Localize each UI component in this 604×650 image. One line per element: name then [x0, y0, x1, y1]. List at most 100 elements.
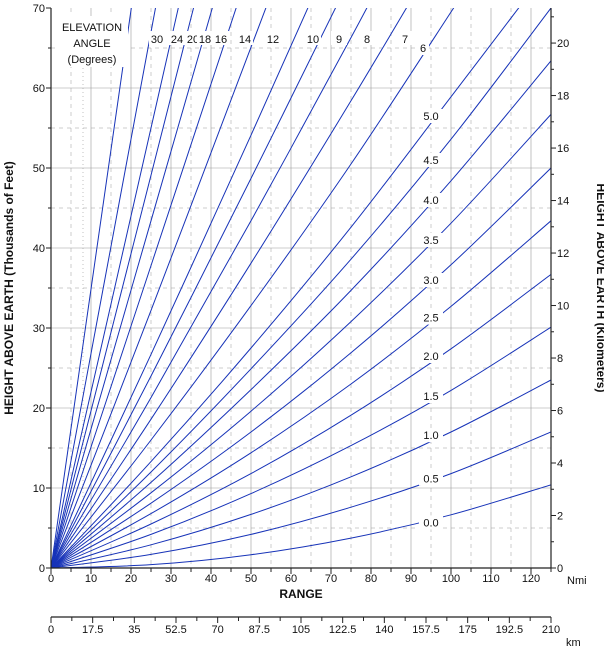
- curve-label-30: 30: [151, 34, 163, 46]
- km-tick-label: 122.5: [329, 624, 357, 636]
- left-tick-label: 70: [33, 3, 45, 15]
- km-tick-label: 87.5: [249, 624, 270, 636]
- left-tick-label: 30: [33, 323, 45, 335]
- km-axis: 0 17.5 35 52.5 70 87.5 105 122.5 140 157.5 175 192.…: [48, 616, 560, 636]
- right-tick-label: 4: [557, 458, 563, 470]
- curve-label-bg: [417, 41, 429, 55]
- curve-label-10: 10: [307, 34, 319, 46]
- elevation-curves: [51, 8, 551, 568]
- elevation-curve-1.0: [51, 379, 551, 568]
- right-tick-label: 2: [557, 511, 563, 523]
- right-tick-label: 18: [557, 91, 569, 103]
- elevation-curve-3.0: [51, 167, 551, 568]
- x-tick-label: 80: [365, 573, 377, 585]
- left-tick-label: 60: [33, 83, 45, 95]
- curve-label-bg: [419, 273, 443, 287]
- curve-label-9: 9: [336, 34, 342, 46]
- right-axis-title: HEIGHT ABOVE EARTH (Kilometers): [594, 184, 604, 393]
- curve-label-14: 14: [239, 34, 251, 46]
- km-tick-label: 35: [128, 624, 140, 636]
- x-tick-label: 120: [522, 573, 540, 585]
- x-tick-label: 10: [85, 573, 97, 585]
- right-axis-ticks: 0 2 4 6 8 10 12 14 16 18 20: [551, 16, 569, 575]
- curve-label-bg: [237, 31, 253, 45]
- curve-label-4.5: 4.5: [423, 155, 438, 167]
- x-tick-label: 90: [405, 573, 417, 585]
- curve-label-0.5: 0.5: [423, 473, 438, 485]
- curve-label-bg: [305, 31, 321, 45]
- curve-label-bg: [213, 31, 229, 45]
- left-axis-ticks: 0 10 20 30 40 50 60 70: [33, 3, 51, 575]
- curve-label-3.5: 3.5: [423, 235, 438, 247]
- left-tick-label: 0: [39, 563, 45, 575]
- left-tick-label: 50: [33, 163, 45, 175]
- km-tick-label: 52.5: [165, 624, 186, 636]
- km-tick-label: 140: [375, 624, 393, 636]
- x-tick-label: 50: [245, 573, 257, 585]
- km-tick-label: 17.5: [82, 624, 103, 636]
- elevation-curve-16: [51, 8, 213, 568]
- curve-label-bg: [419, 471, 443, 486]
- curve-label-bg: [331, 31, 347, 45]
- curve-label-bg: [419, 109, 443, 123]
- curve-label-bg: [419, 193, 443, 207]
- elevation-curve-3.5: [51, 114, 551, 568]
- curve-label-18: 18: [199, 34, 211, 46]
- curve-label-20: 20: [187, 34, 199, 46]
- curve-label-bg: [359, 31, 375, 45]
- curve-label-16: 16: [215, 34, 227, 46]
- x-tick-label: 30: [165, 573, 177, 585]
- curve-label-7: 7: [402, 34, 408, 46]
- elevation-curve-12: [51, 8, 267, 568]
- x-axis-unit: Nmi: [567, 575, 587, 587]
- curve-label-8: 8: [364, 34, 370, 46]
- x-tick-label: 0: [48, 573, 54, 585]
- km-tick-label: 210: [542, 624, 560, 636]
- elevation-curve-7: [51, 8, 408, 568]
- km-tick-label: 0: [48, 624, 54, 636]
- curve-label-bg: [169, 31, 185, 45]
- x-axis-title: RANGE: [279, 587, 322, 601]
- x-axis-ticks: 0 10 20 30 40 50 60 70 80 90 100 110 120: [48, 568, 552, 585]
- legend-box: [57, 16, 128, 67]
- curve-labels: 30 24 20 18 16 14 12 10 9 8 76 5.0 4.5 4.0 3.5 3.0 2.5 2.…: [149, 31, 443, 530]
- elevation-curve-24: [51, 8, 156, 568]
- curve-label-bg: [419, 233, 443, 247]
- elevation-curve-9: [51, 8, 337, 568]
- elevation-curve-0.5: [51, 431, 551, 568]
- x-tick-label: 70: [325, 573, 337, 585]
- km-tick-label: 70: [212, 624, 224, 636]
- curve-label-4.0: 4.0: [423, 195, 438, 207]
- left-tick-label: 20: [33, 403, 45, 415]
- elevation-curve-8: [51, 8, 368, 568]
- left-tick-label: 40: [33, 243, 45, 255]
- right-tick-label: 8: [557, 353, 563, 365]
- x-tick-label: 20: [125, 573, 137, 585]
- curve-label-1.0: 1.0: [423, 430, 438, 442]
- curve-label-2.0: 2.0: [423, 351, 438, 363]
- elevation-curve-20: [51, 8, 179, 568]
- elevation-curve-0.0: [51, 484, 551, 568]
- curve-label-bg: [419, 310, 443, 325]
- km-tick-label: 192.5: [496, 624, 524, 636]
- right-tick-label: 16: [557, 143, 569, 155]
- curve-label-bg: [419, 515, 443, 530]
- curve-label-1.5: 1.5: [423, 391, 438, 403]
- left-axis-title: HEIGHT ABOVE EARTH (Thousands of Feet): [2, 161, 16, 415]
- curve-label-2.5: 2.5: [423, 313, 438, 325]
- elevation-curve-1.5: [51, 326, 551, 568]
- curve-label-bg: [419, 153, 443, 167]
- elevation-curve-2.0: [51, 273, 551, 568]
- right-tick-label: 10: [557, 301, 569, 313]
- right-tick-label: 6: [557, 406, 563, 418]
- curve-label-bg: [197, 31, 213, 45]
- right-tick-label: 14: [557, 196, 569, 208]
- curve-label-bg: [419, 349, 443, 363]
- km-tick-label: 157.5: [412, 624, 440, 636]
- curve-label-0.0: 0.0: [423, 517, 438, 529]
- elevation-curve-14: [51, 8, 237, 568]
- x-tick-label: 100: [442, 573, 460, 585]
- elevation-curve-4.5: [51, 8, 551, 568]
